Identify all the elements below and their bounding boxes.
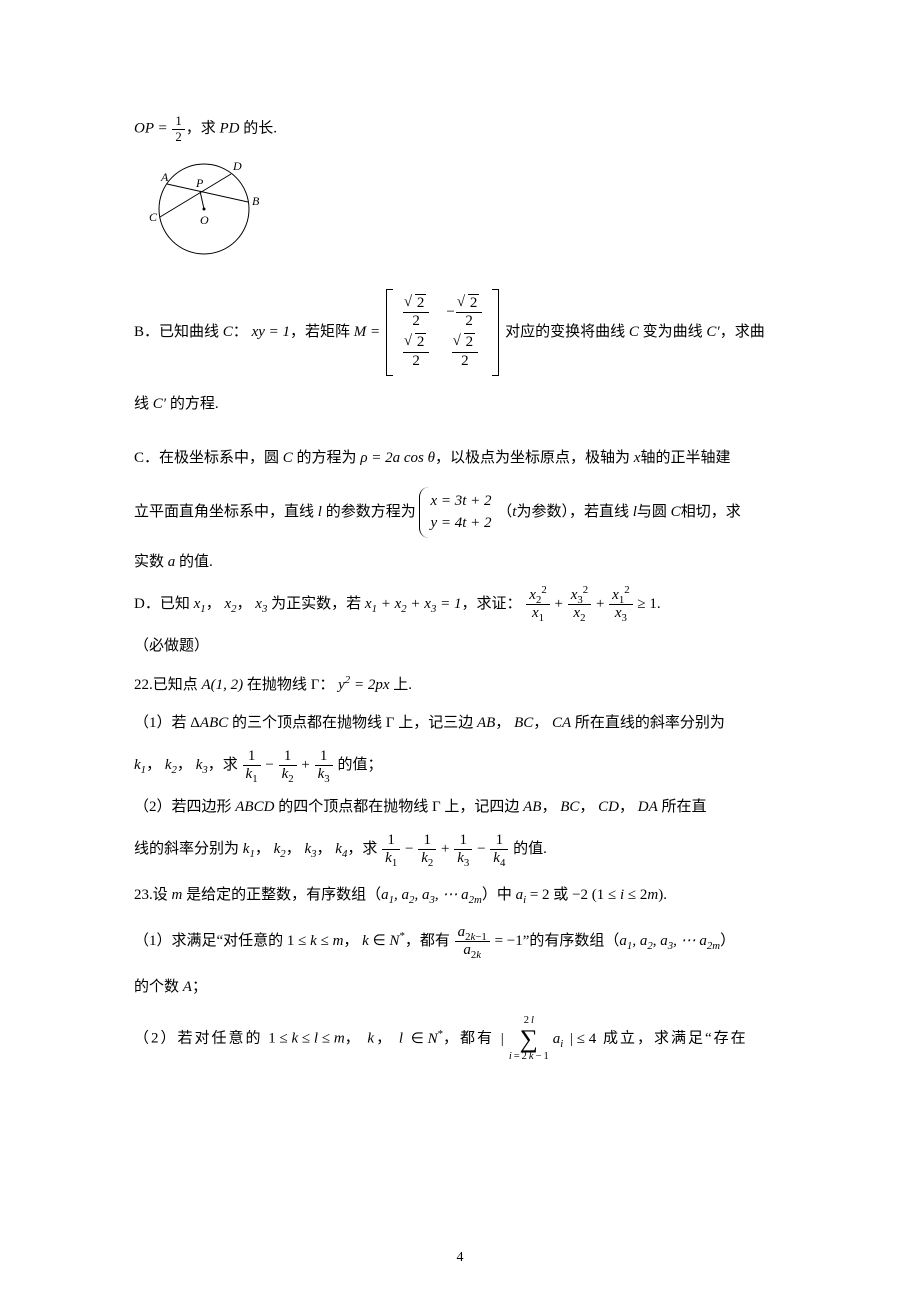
matrix-M: 22 −22 22 22 bbox=[386, 289, 499, 376]
q22-part2-l1: （2）若四边形 ABCD 的四个顶点都在抛物线 Γ 上，记四边 AB， BC， … bbox=[134, 793, 800, 822]
problem-C-line1: C．在极坐标系中，圆 C 的方程为 ρ = 2a cos θ，以极点为坐标原点，… bbox=[134, 444, 800, 473]
page-number: 4 bbox=[0, 1245, 920, 1272]
q23-part1-l2: 的个数 A； bbox=[134, 973, 800, 1002]
q22-part1-l2: k1， k2， k3，求 1k1 − 1k2 + 1k3 的值； bbox=[134, 748, 800, 784]
q23-intro: 23.设 m 是给定的正整数，有序数组（a1, a2, a3, ⋯ a2m）中 … bbox=[134, 881, 800, 910]
frac-a2k: a2k−1 a2k bbox=[455, 924, 490, 960]
problem-D: D．已知 x1， x2， x3 为正实数，若 x1 + x2 + x3 = 1，… bbox=[134, 587, 800, 623]
problem-C-line2: 立平面直角坐标系中，直线 l 的参数方程为 x = 3t + 2 y = 4t … bbox=[134, 487, 800, 539]
problem-B-line1: B．已知曲线 C： xy = 1，若矩阵 M = 22 −22 22 22 对应… bbox=[134, 289, 800, 376]
cases-param: x = 3t + 2 y = 4t + 2 bbox=[419, 487, 493, 539]
sum-icon: 2l ∑ i=2k−1 bbox=[509, 1016, 551, 1063]
text: 的长. bbox=[240, 121, 278, 137]
q22-intro: 22.已知点 A(1, 2) 在抛物线 Γ： y2 = 2px 上. bbox=[134, 671, 800, 700]
figure-circle: A D B C P O bbox=[134, 154, 800, 275]
top-fragment: OP = 1 2 ，求 PD 的长. bbox=[134, 114, 800, 144]
frac-half: 1 2 bbox=[172, 114, 184, 144]
q22-part1-l1: （1）若 ΔABC 的三个顶点都在抛物线 Γ 上，记三边 AB， BC， CA … bbox=[134, 709, 800, 738]
var-OP: OP = bbox=[134, 121, 168, 137]
q23-part1-l1: （1）求满足“对任意的 1 ≤ k ≤ m， k ∈ N*，都有 a2k−1 a… bbox=[134, 924, 800, 960]
label-D: D bbox=[232, 159, 242, 173]
page: OP = 1 2 ，求 PD 的长. A D B C P O B．已知曲线 C：… bbox=[0, 0, 920, 1302]
label-O: O bbox=[200, 213, 209, 227]
var-PD: PD bbox=[220, 121, 240, 137]
label-C: C bbox=[149, 210, 158, 224]
label-A: A bbox=[160, 170, 169, 184]
label-B: B． bbox=[134, 324, 159, 340]
problem-B-line2: 线 C′ 的方程. bbox=[134, 390, 800, 419]
label-B: B bbox=[252, 194, 260, 208]
q23-part2: （2）若对任意的 1 ≤ k ≤ l ≤ m， k， l ∈ N*，都有 | 2… bbox=[134, 1016, 800, 1063]
frac-d1: x22x1 bbox=[526, 587, 549, 623]
mandatory-note: （必做题） bbox=[134, 632, 800, 661]
problem-C-line3: 实数 a 的值. bbox=[134, 548, 800, 577]
q22-part2-l2: 线的斜率分别为 k1， k2， k3， k4，求 1k1 − 1k2 + 1k3… bbox=[134, 832, 800, 868]
label-P: P bbox=[195, 176, 204, 190]
text: ，求 bbox=[186, 121, 220, 137]
